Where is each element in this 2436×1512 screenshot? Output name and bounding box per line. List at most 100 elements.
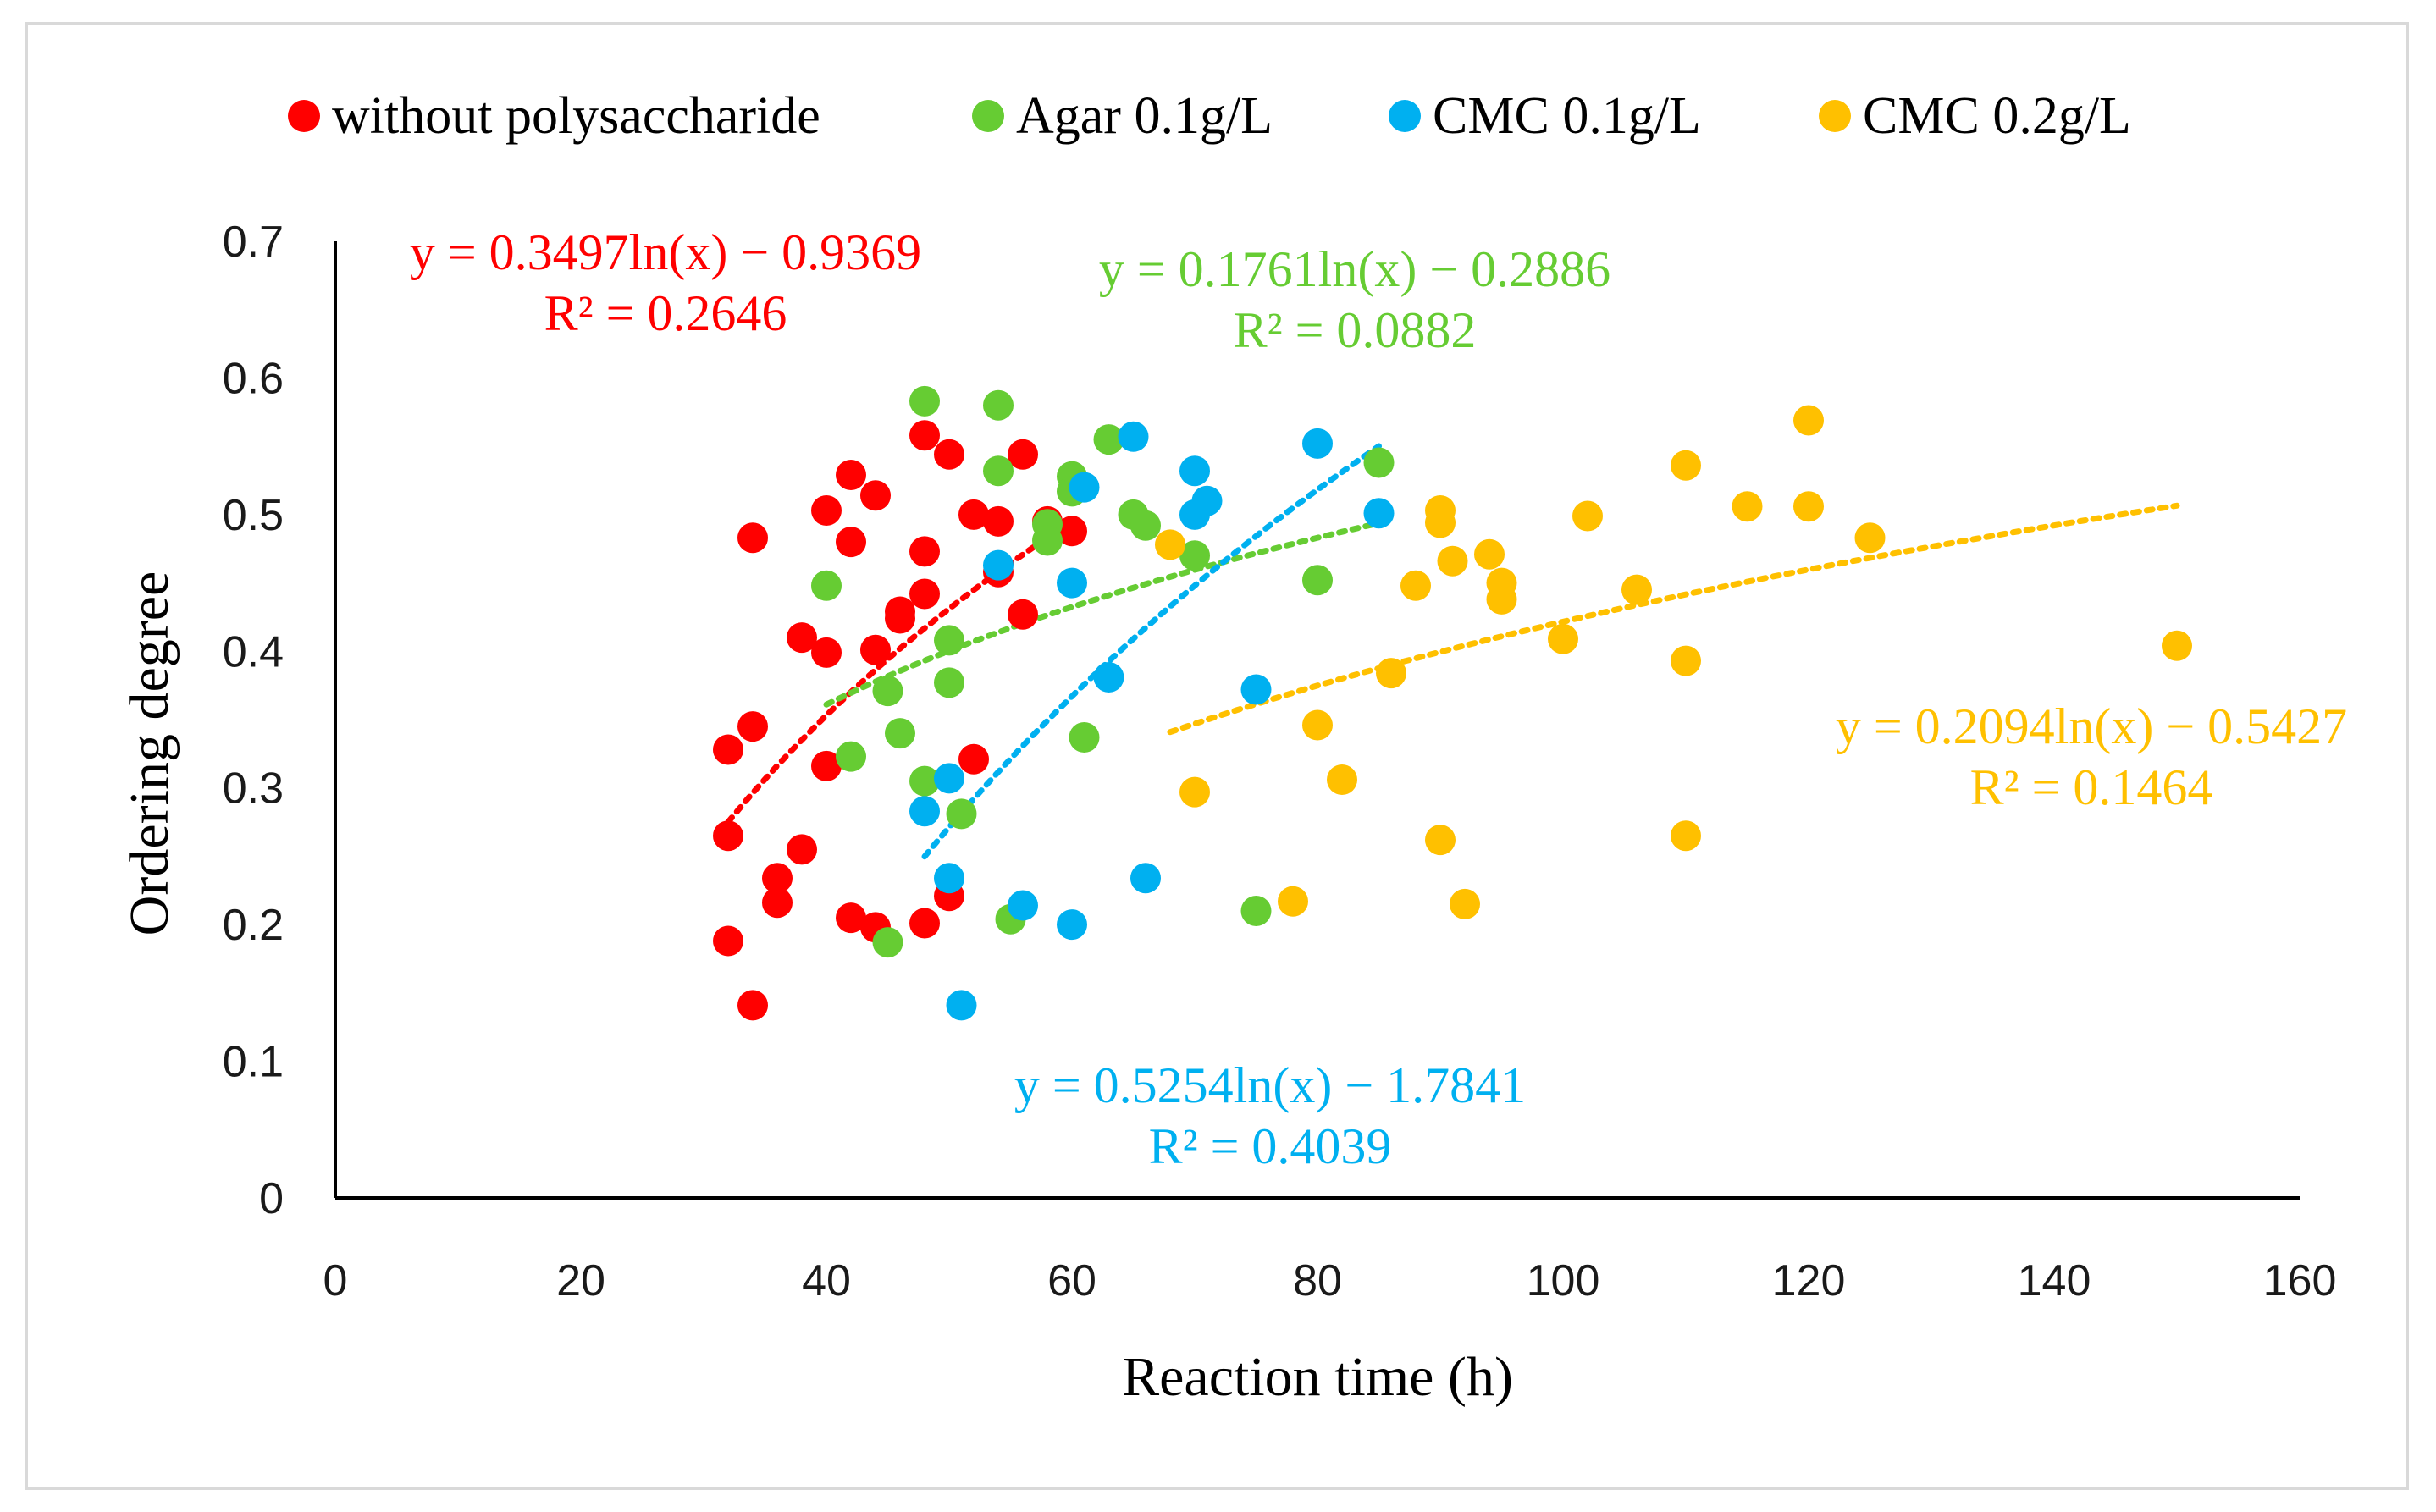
trend-equation-blue-formula: y = 0.5254ln(x) − 1.7841 <box>1014 1057 1527 1113</box>
data-point-series-3 <box>1437 545 1468 577</box>
data-point-series-0 <box>1008 439 1038 470</box>
data-point-series-2 <box>1302 428 1333 459</box>
trend-equation-blue-r2: R² = 0.4039 <box>1148 1118 1392 1174</box>
data-point-series-0 <box>762 887 793 919</box>
data-point-series-2 <box>1179 455 1210 487</box>
data-point-series-0 <box>713 820 743 852</box>
data-point-series-1 <box>1032 525 1063 556</box>
y-tick-label: 0.6 <box>223 354 284 403</box>
trend-equation-green: y = 0.1761ln(x) − 0.2886 R² = 0.0882 <box>1033 239 1676 361</box>
y-tick-label: 0 <box>259 1174 284 1223</box>
data-point-series-3 <box>1572 500 1603 532</box>
x-tick-label: 140 <box>2018 1256 2091 1305</box>
data-point-series-2 <box>1118 421 1149 452</box>
legend-marker-red <box>288 100 320 132</box>
data-point-series-1 <box>934 667 964 698</box>
data-point-series-3 <box>1732 491 1763 522</box>
data-point-series-1 <box>934 625 964 656</box>
x-tick-label: 0 <box>323 1256 348 1305</box>
data-point-series-0 <box>958 743 989 775</box>
x-tick-label: 60 <box>1047 1256 1096 1305</box>
legend-item-cmc-01: CMC 0.1g/L <box>1389 78 1701 154</box>
data-point-series-0 <box>909 536 940 567</box>
data-point-series-2 <box>1240 674 1272 705</box>
trendlines <box>725 443 2180 860</box>
data-point-series-1 <box>872 676 903 707</box>
y-tick-label: 0.1 <box>223 1038 284 1087</box>
data-point-series-0 <box>811 495 842 526</box>
data-point-series-0 <box>934 439 964 470</box>
legend-marker-blue <box>1389 100 1421 132</box>
data-point-series-3 <box>1327 764 1357 795</box>
data-point-series-2 <box>1363 498 1395 529</box>
legend-marker-orange <box>1819 100 1851 132</box>
legend-label-cmc-01: CMC 0.1g/L <box>1433 86 1701 145</box>
data-point-series-1 <box>1179 540 1210 571</box>
data-point-series-1 <box>946 798 977 830</box>
data-point-series-1 <box>1130 510 1161 541</box>
data-point-series-1 <box>885 718 915 749</box>
x-tick-label: 160 <box>2263 1256 2337 1305</box>
data-point-series-0 <box>1008 599 1038 630</box>
data-point-series-3 <box>1548 623 1578 654</box>
data-point-series-3 <box>1155 529 1185 560</box>
data-point-series-3 <box>1425 825 1456 856</box>
data-point-series-3 <box>1621 574 1652 605</box>
trend-equation-orange-formula: y = 0.2094ln(x) − 0.5427 <box>1835 698 2348 754</box>
data-point-series-3 <box>1486 583 1517 615</box>
chart-frame <box>25 22 2409 1490</box>
data-point-series-0 <box>737 990 768 1021</box>
data-point-series-2 <box>1057 909 1087 941</box>
trend-equation-green-r2: R² = 0.0882 <box>1233 302 1477 358</box>
data-point-series-0 <box>762 863 793 894</box>
data-point-series-3 <box>1376 658 1406 689</box>
data-point-series-0 <box>909 578 940 610</box>
x-axis-title: Reaction time (h) <box>1122 1346 1513 1408</box>
data-point-series-0 <box>737 522 768 554</box>
data-point-series-2 <box>1057 567 1087 599</box>
data-point-series-3 <box>1450 888 1480 919</box>
legend-label-without-polysaccharide: without polysaccharide <box>332 86 820 145</box>
x-tick-label: 20 <box>556 1256 605 1305</box>
trend-equation-orange: y = 0.2094ln(x) − 0.5427 R² = 0.1464 <box>1778 696 2405 818</box>
x-tick-label: 40 <box>802 1256 851 1305</box>
data-point-series-2 <box>909 796 940 827</box>
data-point-series-0 <box>909 908 940 939</box>
data-point-series-3 <box>1793 405 1824 436</box>
data-point-series-1 <box>983 455 1014 487</box>
data-point-series-1 <box>811 570 842 601</box>
legend-item-agar: Agar 0.1g/L <box>972 78 1273 154</box>
x-tick-label: 120 <box>1772 1256 1846 1305</box>
data-point-series-2 <box>946 990 977 1021</box>
data-point-series-1 <box>872 927 903 958</box>
trendline-series-2 <box>921 443 1382 860</box>
data-point-series-3 <box>1474 538 1505 570</box>
data-point-series-3 <box>1671 450 1701 481</box>
tick-labels: 0 0.1 0.2 0.3 0.4 0.5 0.6 0.7 0 20 40 60 80 100 120 140… <box>223 218 2337 1305</box>
data-point-series-1 <box>909 385 940 417</box>
data-point-series-3 <box>1302 709 1333 741</box>
legend-label-cmc-02: CMC 0.2g/L <box>1863 86 2131 145</box>
data-point-series-2 <box>1093 662 1124 693</box>
data-point-series-0 <box>909 420 940 451</box>
data-point-series-0 <box>811 637 842 668</box>
data-point-series-0 <box>983 505 1014 537</box>
data-point-series-1 <box>1093 424 1124 455</box>
data-point-series-0 <box>787 834 817 865</box>
legend-item-cmc-02: CMC 0.2g/L <box>1819 78 2131 154</box>
data-point-series-0 <box>787 622 817 654</box>
trend-equation-blue: y = 0.5254ln(x) − 1.7841 R² = 0.4039 <box>948 1055 1592 1177</box>
data-points <box>713 385 2192 1021</box>
trend-equation-green-formula: y = 0.1761ln(x) − 0.2886 <box>1098 241 1611 297</box>
data-point-series-3 <box>1671 645 1701 676</box>
data-point-series-3 <box>1400 570 1431 601</box>
data-point-series-0 <box>713 734 743 765</box>
trendline-series-3 <box>1167 502 2180 736</box>
legend-label-agar: Agar 0.1g/L <box>1016 86 1273 145</box>
y-axis-title: Ordering degree <box>119 571 180 936</box>
axes <box>334 241 2300 1200</box>
data-point-series-1 <box>1240 896 1272 926</box>
data-point-series-1 <box>1363 447 1395 478</box>
trend-equation-red-formula: y = 0.3497ln(x) − 0.9369 <box>409 224 922 280</box>
